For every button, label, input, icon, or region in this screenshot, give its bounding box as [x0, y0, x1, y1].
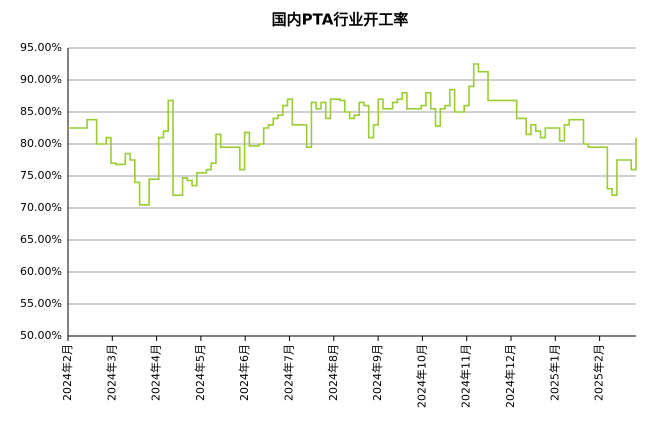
x-tick-label: 2024年10月: [414, 344, 428, 408]
x-tick-label: 2024年11月: [459, 344, 473, 408]
chart-title: 国内PTA行业开工率: [272, 11, 409, 29]
line-series: [68, 63, 637, 206]
x-tick-label: 2024年7月: [282, 344, 296, 401]
y-tick-label: 90.00%: [20, 73, 62, 86]
y-tick-label: 55.00%: [20, 297, 62, 310]
y-tick-label: 70.00%: [20, 201, 62, 214]
x-tick-label: 2025年1月: [547, 344, 561, 401]
x-tick-label: 2025年2月: [592, 344, 606, 401]
x-tick-label: 2024年6月: [237, 344, 251, 401]
y-tick-label: 80.00%: [20, 137, 62, 150]
y-tick-label: 50.00%: [20, 329, 62, 342]
y-tick-label: 65.00%: [20, 233, 62, 246]
x-tick-label: 2024年4月: [149, 344, 163, 401]
x-tick-label: 2024年12月: [503, 344, 517, 408]
y-tick-label: 85.00%: [20, 105, 62, 118]
x-tick-label: 2024年5月: [193, 344, 207, 401]
y-tick-label: 60.00%: [20, 265, 62, 278]
y-tick-label: 95.00%: [20, 41, 62, 54]
x-tick-label: 2024年9月: [370, 344, 384, 401]
x-tick-label: 2024年2月: [60, 344, 74, 401]
x-tick-label: 2024年3月: [104, 344, 118, 401]
x-tick-label: 2024年8月: [326, 344, 340, 401]
y-tick-label: 75.00%: [20, 169, 62, 182]
